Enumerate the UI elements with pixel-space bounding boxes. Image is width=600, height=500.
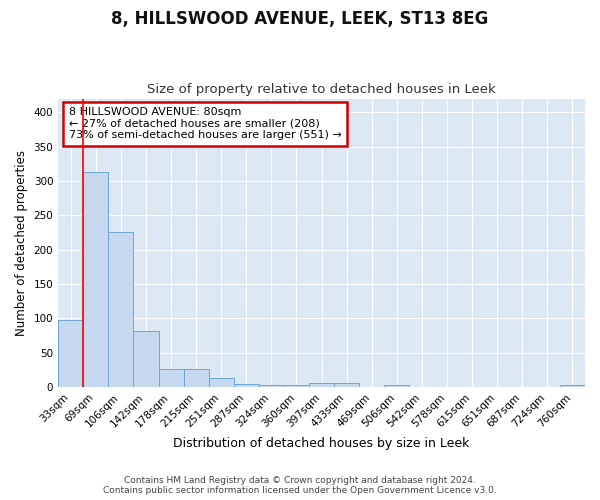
Text: 8 HILLSWOOD AVENUE: 80sqm
← 27% of detached houses are smaller (208)
73% of semi: 8 HILLSWOOD AVENUE: 80sqm ← 27% of detac… — [69, 107, 341, 140]
Title: Size of property relative to detached houses in Leek: Size of property relative to detached ho… — [147, 83, 496, 96]
X-axis label: Distribution of detached houses by size in Leek: Distribution of detached houses by size … — [173, 437, 470, 450]
Bar — [133, 332, 158, 387]
Bar — [259, 385, 284, 387]
Text: 8, HILLSWOOD AVENUE, LEEK, ST13 8EG: 8, HILLSWOOD AVENUE, LEEK, ST13 8EG — [112, 10, 488, 28]
Bar — [284, 385, 309, 387]
Bar — [334, 383, 359, 387]
Bar — [385, 385, 409, 387]
Bar — [560, 385, 585, 387]
Y-axis label: Number of detached properties: Number of detached properties — [15, 150, 28, 336]
Bar — [234, 384, 259, 387]
Bar — [83, 172, 109, 387]
Bar — [158, 369, 184, 387]
Bar — [109, 232, 133, 387]
Bar — [184, 369, 209, 387]
Bar — [58, 320, 83, 387]
Bar — [209, 378, 234, 387]
Text: Contains HM Land Registry data © Crown copyright and database right 2024.
Contai: Contains HM Land Registry data © Crown c… — [103, 476, 497, 495]
Bar — [309, 383, 334, 387]
